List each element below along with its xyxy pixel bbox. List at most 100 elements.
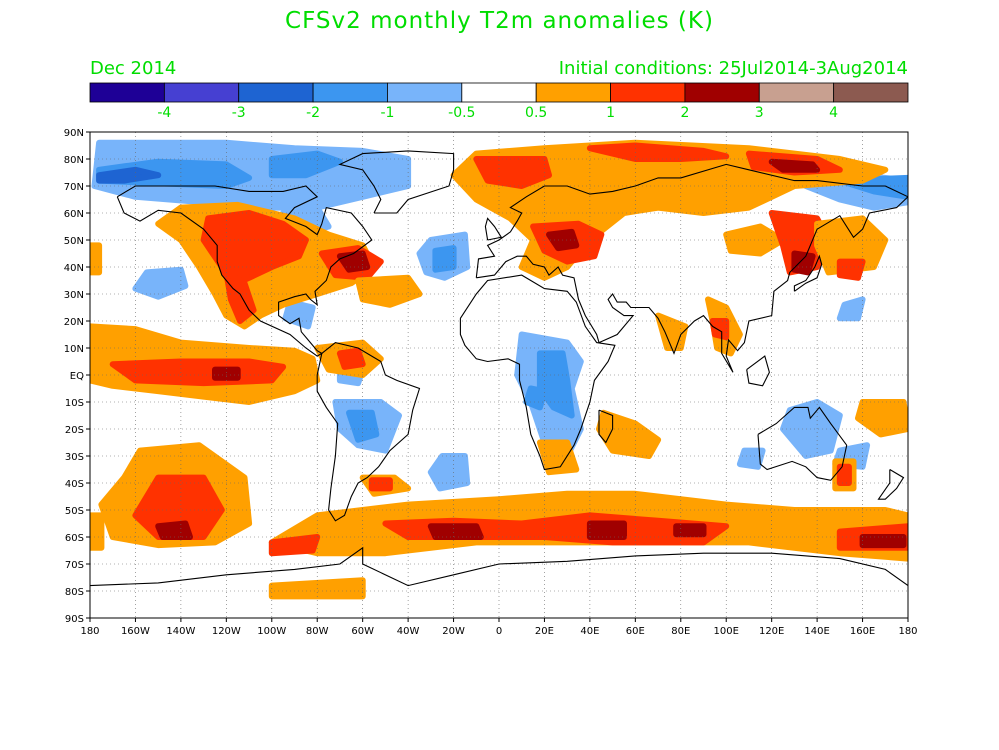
longitude-tick-label: 120E (759, 626, 784, 637)
colorbar-swatch (238, 82, 314, 103)
map-panel (90, 132, 908, 618)
colorbar-tick-label: -1 (380, 105, 394, 121)
longitude-tick-label: 160W (121, 626, 150, 637)
anomaly-region (90, 242, 103, 276)
colorbar-swatch (89, 82, 165, 103)
anomaly-region (736, 447, 766, 470)
anomaly-region (132, 266, 189, 300)
latitude-tick-label: 60S (65, 533, 84, 544)
anomaly-region (223, 269, 257, 324)
anomaly-region (768, 158, 821, 173)
latitude-tick-label: 40S (65, 479, 84, 490)
longitude-tick-label: 40E (580, 626, 599, 637)
latitude-tick-label: 70S (65, 560, 84, 571)
longitude-tick-label: 180 (80, 626, 99, 637)
anomaly-region (586, 520, 627, 540)
anomaly-region (523, 385, 548, 411)
anomaly-region (709, 318, 730, 341)
latitude-tick-label: 30N (64, 290, 84, 301)
longitude-tick-label: 100W (257, 626, 286, 637)
latitude-tick-label: 80N (64, 155, 84, 166)
longitude-tick-label: 100E (714, 626, 739, 637)
anomaly-region (109, 358, 287, 387)
latitude-tick-label: 40N (64, 263, 84, 274)
latitude-tick-label: 20S (65, 425, 84, 436)
anomaly-region (282, 299, 316, 330)
longitude-tick-label: 60E (626, 626, 645, 637)
coastline (316, 342, 421, 522)
latitude-tick-label: 90N (64, 128, 84, 139)
longitude-tick-label: 180 (898, 626, 917, 637)
longitude-axis: 180 160W 140W 120W 100W 80W 60W 40W 20W 0 20E 40E 60… (80, 618, 918, 637)
anomaly-region (355, 274, 423, 308)
longitude-tick-label: 20E (535, 626, 554, 637)
latitude-tick-label: 70N (64, 182, 84, 193)
colorbar-tick-label: -4 (157, 105, 171, 121)
latitude-tick-label: 50N (64, 236, 84, 247)
anomaly-region (336, 347, 366, 370)
anomaly-region (859, 534, 907, 549)
longitude-tick-label: 120W (212, 626, 241, 637)
colorbar-swatch (461, 82, 537, 103)
anomaly-region (536, 439, 580, 476)
anomaly-region (432, 245, 457, 273)
anomaly-region (427, 523, 484, 540)
colorbar-tick-label: 3 (755, 105, 764, 121)
anomaly-region (855, 399, 908, 438)
anomaly-region (427, 453, 471, 492)
colorbar-swatch (535, 82, 611, 103)
anomaly-region (596, 409, 662, 459)
latitude-tick-label: 30S (65, 452, 84, 463)
longitude-tick-label: 160E (850, 626, 875, 637)
anomaly-region (836, 258, 866, 281)
coastline (757, 406, 848, 481)
anomaly-region (836, 463, 852, 486)
colorbar-swatch (758, 82, 835, 103)
anomaly-region (836, 296, 866, 322)
colorbar-tick-label: 4 (829, 105, 838, 121)
coastline (746, 355, 770, 387)
colorbar-swatch (387, 82, 463, 103)
longitude-tick-label: 80E (671, 626, 690, 637)
anomaly-region (155, 520, 193, 540)
anomaly-region (346, 409, 380, 443)
colorbar-swatch (163, 82, 240, 103)
coastline (338, 150, 455, 214)
chart-title: CFSv2 monthly T2m anomalies (K) (285, 8, 714, 34)
latitude-tick-label: 20N (64, 317, 84, 328)
colorbar-tick-label: 1 (606, 105, 615, 121)
longitude-tick-label: 40W (397, 626, 420, 637)
coastline (90, 546, 908, 587)
anomaly-region (96, 166, 162, 184)
latitude-tick-label: EQ (70, 371, 84, 382)
colorbar-swatch (684, 82, 760, 103)
latitude-tick-label: 90S (65, 614, 84, 625)
longitude-tick-label: 0 (496, 626, 502, 637)
longitude-tick-label: 60W (351, 626, 374, 637)
valid-month-label: Dec 2014 (90, 58, 177, 79)
anomaly-region (368, 477, 393, 492)
anomaly-region (632, 169, 684, 206)
coastline (598, 409, 614, 444)
latitude-tick-label: 10S (65, 398, 84, 409)
latitude-axis: 90N 80N 70N 60N 50N 40N 30N 20N 10N EQ 10S 20S 30S 40… (64, 128, 90, 625)
latitude-tick-label: 50S (65, 506, 84, 517)
anomaly-region (473, 156, 552, 189)
colorbar-labels: -4 -3 -2 -1 -0.5 0.5 1 2 3 4 (157, 105, 838, 121)
coastline (475, 163, 908, 373)
colorbar-tick-label: -2 (306, 105, 320, 121)
anomaly-region (268, 534, 321, 557)
colorbar-tick-label: 0.5 (525, 105, 547, 121)
coastline (116, 185, 373, 357)
longitude-tick-label: 140E (804, 626, 829, 637)
anomaly-region (673, 523, 707, 538)
longitude-tick-label: 20W (442, 626, 465, 637)
anomaly-region (814, 215, 889, 276)
coastline (793, 254, 823, 292)
colorbar-swatch (610, 82, 686, 103)
latitude-tick-label: 60N (64, 209, 84, 220)
anomaly-region (90, 512, 105, 551)
colorbar-swatch (833, 82, 909, 103)
initial-conditions-label: Initial conditions: 25Jul2014-3Aug2014 (558, 58, 908, 79)
